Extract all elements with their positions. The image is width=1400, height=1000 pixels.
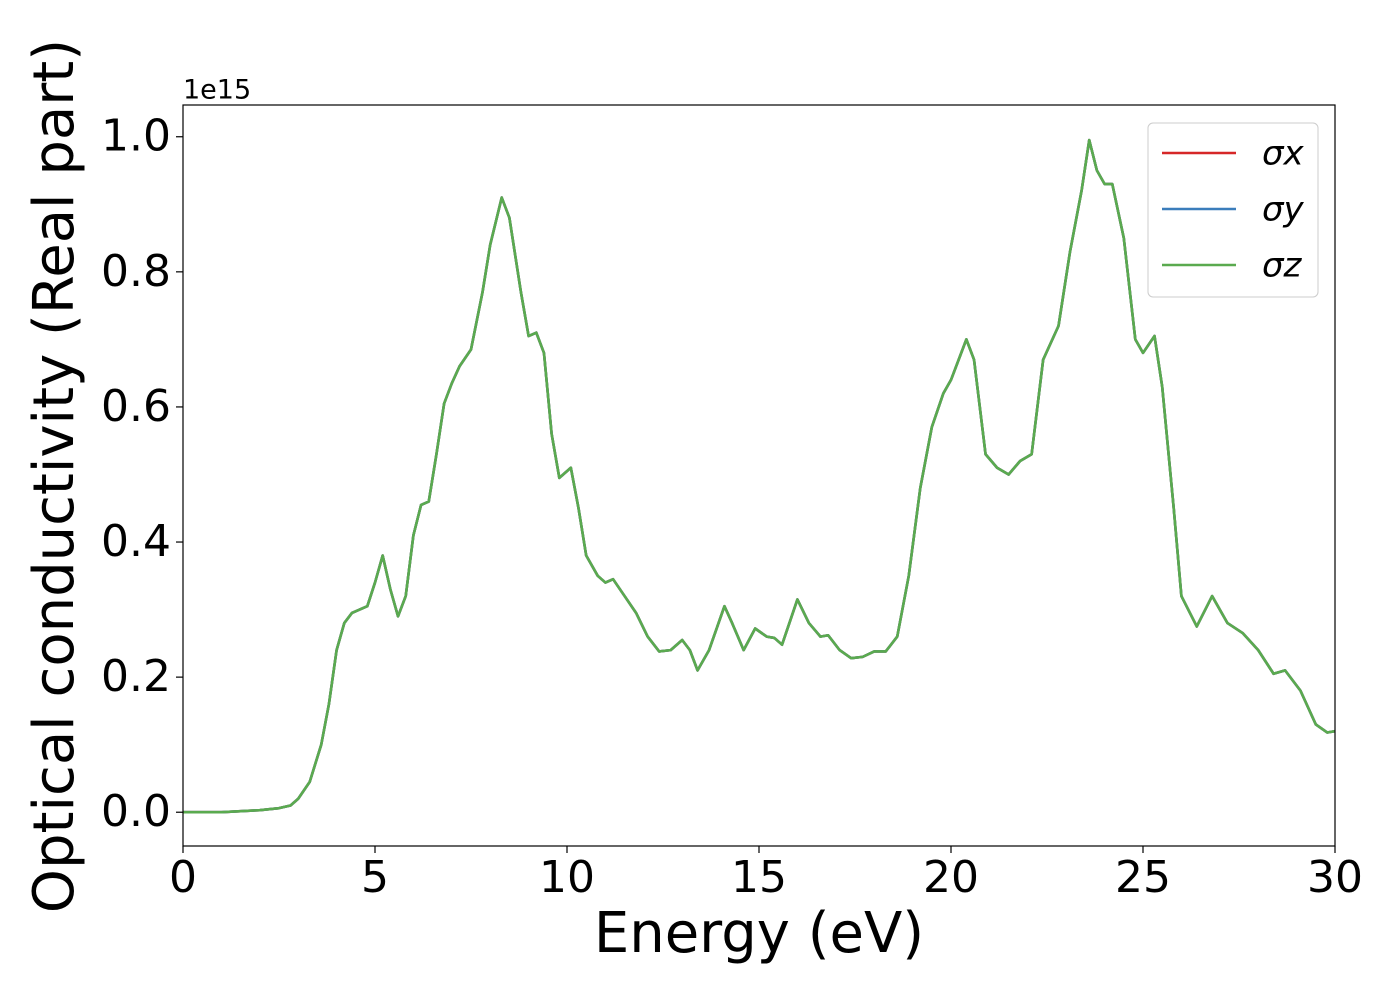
y-tick-label: 0.6 — [101, 381, 171, 432]
series-line — [183, 138, 1335, 814]
x-axis-label: Energy (eV) — [594, 901, 924, 966]
legend-label: σz — [1262, 246, 1303, 286]
x-tick-label: 10 — [539, 852, 595, 903]
y-offset-label: 1e15 — [183, 75, 251, 106]
x-tick-label: 30 — [1307, 852, 1363, 903]
x-tick-label: 15 — [731, 852, 787, 903]
y-axis-label: Optical conductivity (Real part) — [22, 39, 87, 913]
plot-frame — [182, 104, 1336, 847]
legend-label: σy — [1262, 190, 1305, 230]
x-tick-label: 0 — [169, 852, 197, 903]
y-tick-label: 0.4 — [101, 516, 171, 567]
y-tick-label: 0.8 — [101, 246, 171, 297]
y-tick-label: 0.2 — [101, 651, 171, 702]
x-tick-label: 25 — [1115, 852, 1171, 903]
legend-label: σx — [1262, 134, 1305, 174]
y-tick-label: 0.0 — [101, 786, 171, 837]
x-tick-label: 20 — [923, 852, 979, 903]
x-tick-label: 5 — [361, 852, 389, 903]
y-tick-label: 1.0 — [101, 111, 171, 162]
